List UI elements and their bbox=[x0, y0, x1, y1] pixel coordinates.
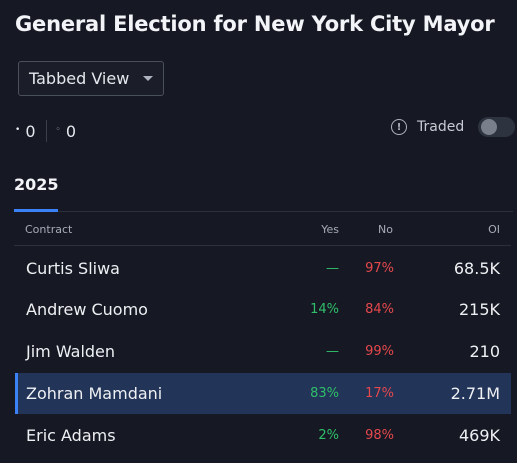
no-price[interactable]: 97% bbox=[365, 261, 394, 276]
contract-row-eric-adams[interactable]: Eric Adams 2% 98% 469K bbox=[15, 415, 511, 456]
traded-filter: ! Traded bbox=[391, 117, 516, 137]
contract-name: Jim Walden bbox=[26, 342, 116, 361]
contract-name: Curtis Sliwa bbox=[26, 259, 120, 278]
filled-dot-icon: • bbox=[15, 125, 21, 135]
yes-price[interactable]: — bbox=[326, 261, 339, 276]
open-count: 0 bbox=[65, 121, 76, 141]
no-price[interactable]: 17% bbox=[365, 386, 394, 401]
open-dot-icon: ◦ bbox=[55, 125, 61, 135]
contract-row-jim-walden[interactable]: Jim Walden — 99% 210 bbox=[15, 331, 511, 372]
header-yes: Yes bbox=[321, 223, 339, 236]
open-interest: 469K bbox=[458, 426, 500, 445]
info-icon[interactable]: ! bbox=[391, 119, 407, 135]
open-interest: 68.5K bbox=[453, 259, 500, 278]
chevron-down-icon bbox=[143, 76, 153, 81]
position-counts: • 0 ◦ 0 bbox=[15, 120, 76, 142]
active-tab-indicator bbox=[14, 209, 58, 212]
open-interest: 215K bbox=[458, 300, 500, 319]
filled-count: 0 bbox=[25, 121, 36, 141]
contract-row-zohran-mamdani[interactable]: Zohran Mamdani 83% 17% 2.71M bbox=[15, 373, 511, 414]
view-dropdown-value: Tabbed View bbox=[29, 69, 130, 88]
yes-price[interactable]: 14% bbox=[310, 302, 339, 317]
open-interest: 2.71M bbox=[450, 384, 500, 403]
yes-price[interactable]: 83% bbox=[310, 386, 339, 401]
tab-2025[interactable]: 2025 bbox=[14, 175, 59, 194]
tab-divider bbox=[14, 211, 513, 212]
no-price[interactable]: 84% bbox=[365, 302, 394, 317]
counts-divider bbox=[45, 120, 47, 142]
traded-toggle[interactable] bbox=[478, 117, 516, 137]
yes-price[interactable]: 2% bbox=[318, 428, 339, 443]
contract-name: Zohran Mamdani bbox=[26, 384, 163, 403]
contract-row-curtis-sliwa[interactable]: Curtis Sliwa — 97% 68.5K bbox=[15, 248, 511, 289]
toggle-knob bbox=[481, 119, 498, 135]
table-header: Contract Yes No OI bbox=[14, 214, 511, 246]
no-price[interactable]: 98% bbox=[365, 428, 394, 443]
no-price[interactable]: 99% bbox=[365, 344, 394, 359]
contract-row-andrew-cuomo[interactable]: Andrew Cuomo 14% 84% 215K bbox=[15, 289, 511, 330]
header-contract: Contract bbox=[25, 223, 73, 236]
contract-name: Andrew Cuomo bbox=[26, 300, 148, 319]
page-title: General Election for New York City Mayor bbox=[15, 12, 495, 36]
contract-name: Eric Adams bbox=[26, 426, 116, 445]
view-dropdown[interactable]: Tabbed View bbox=[18, 61, 164, 96]
header-no: No bbox=[378, 223, 393, 236]
traded-label: Traded bbox=[417, 119, 465, 135]
yes-price[interactable]: — bbox=[326, 344, 339, 359]
open-interest: 210 bbox=[469, 342, 500, 361]
header-oi: OI bbox=[488, 223, 500, 236]
